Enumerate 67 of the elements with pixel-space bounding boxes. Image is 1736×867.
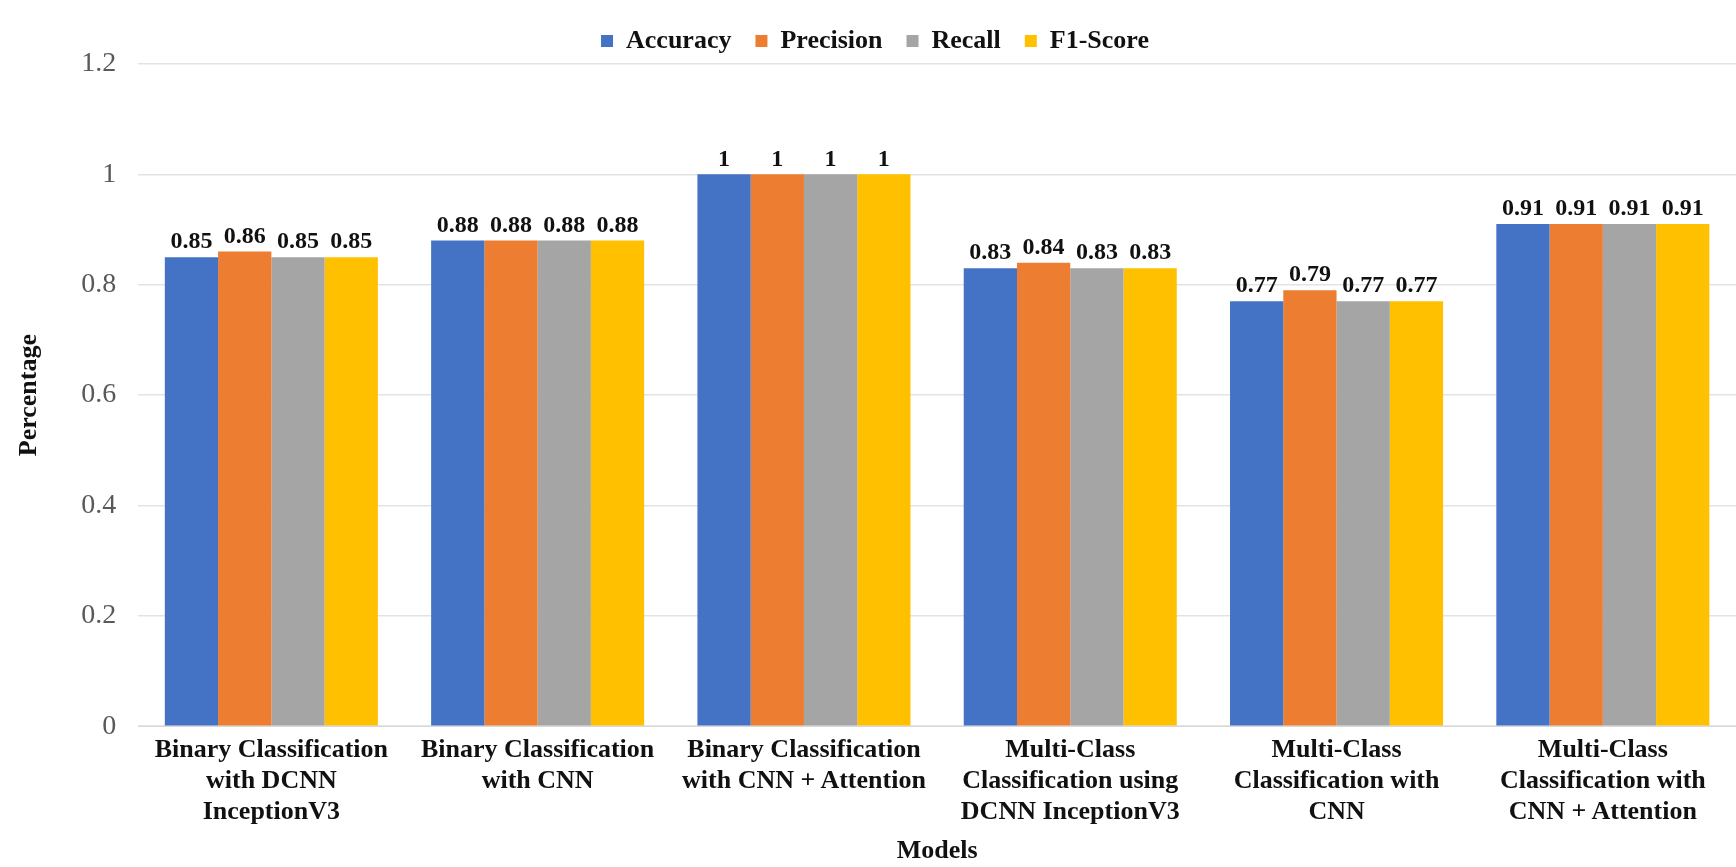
data-label: 0.88 (543, 210, 586, 237)
bar (218, 251, 272, 726)
data-label: 1 (824, 144, 837, 171)
y-tick-label: 1 (102, 156, 117, 188)
data-label: 0.91 (1555, 194, 1598, 221)
bar (1230, 301, 1284, 726)
data-label: 0.91 (1661, 194, 1704, 221)
data-label: 0.85 (330, 227, 373, 254)
data-label: 0.85 (276, 227, 319, 254)
bar (1602, 224, 1657, 726)
y-tick-label: 0.8 (81, 267, 117, 299)
y-tick-label: 1.2 (81, 46, 117, 78)
x-tick-label: Multi-Class Classification using DCNN InceptionV3 (960, 733, 1180, 825)
bar (431, 240, 485, 726)
y-tick-label: 0 (102, 708, 117, 740)
bar (1336, 301, 1390, 726)
bar (1549, 224, 1603, 726)
data-label: 0.83 (1075, 238, 1118, 265)
bar (1496, 224, 1550, 726)
x-axis-title: Models (896, 835, 978, 865)
bar (963, 268, 1017, 726)
data-label: 1 (877, 144, 890, 171)
data-label: 0.91 (1501, 194, 1544, 221)
x-tick-label: Multi-Class Classification with CNN (1233, 733, 1441, 825)
data-label: 0.83 (969, 238, 1012, 265)
bar (857, 174, 911, 726)
data-label: 0.88 (596, 210, 639, 237)
bar (697, 174, 751, 726)
bar (324, 257, 378, 726)
bar (537, 240, 591, 726)
x-tick-label: Binary Classification with DCNN InceptionV3 (154, 733, 389, 825)
bar (1016, 262, 1071, 726)
bar (271, 257, 325, 726)
legend-label: F1-Score (1049, 24, 1149, 54)
bar (1070, 268, 1124, 726)
data-label: 0.83 (1129, 238, 1172, 265)
legend-label: Precision (780, 24, 884, 54)
bar (1123, 268, 1177, 726)
y-tick-label: 0.4 (81, 487, 117, 519)
data-label: 0.91 (1608, 194, 1651, 221)
x-tick-label: Binary Classification with CNN (421, 733, 655, 794)
bar (750, 174, 804, 726)
bar (590, 240, 645, 726)
data-label: 0.86 (223, 221, 266, 248)
bar (164, 257, 219, 726)
bar (484, 240, 538, 726)
data-label: 0.88 (490, 210, 533, 237)
data-label: 0.84 (1022, 232, 1065, 259)
x-tick-label: Multi-Class Classification with CNN + Attention (1499, 733, 1707, 825)
data-label: 0.77 (1342, 271, 1385, 298)
bar (803, 174, 858, 726)
bar (1656, 224, 1710, 726)
data-label: 0.85 (170, 227, 213, 254)
data-label: 0.77 (1235, 271, 1278, 298)
legend-label: Accuracy (626, 24, 732, 54)
x-tick-label: Binary Classification with CNN + Attention (682, 733, 927, 794)
data-label: 0.79 (1288, 260, 1331, 287)
data-label: 1 (771, 144, 784, 171)
legend-label: Recall (931, 24, 1001, 54)
bar (1283, 290, 1337, 726)
bar (1389, 301, 1444, 726)
y-tick-label: 0.6 (81, 377, 117, 409)
data-label: 1 (718, 144, 731, 171)
data-label: 0.88 (436, 210, 479, 237)
data-label: 0.77 (1395, 271, 1438, 298)
y-tick-label: 0.2 (81, 598, 117, 630)
y-axis-title: Percentage (13, 333, 43, 457)
